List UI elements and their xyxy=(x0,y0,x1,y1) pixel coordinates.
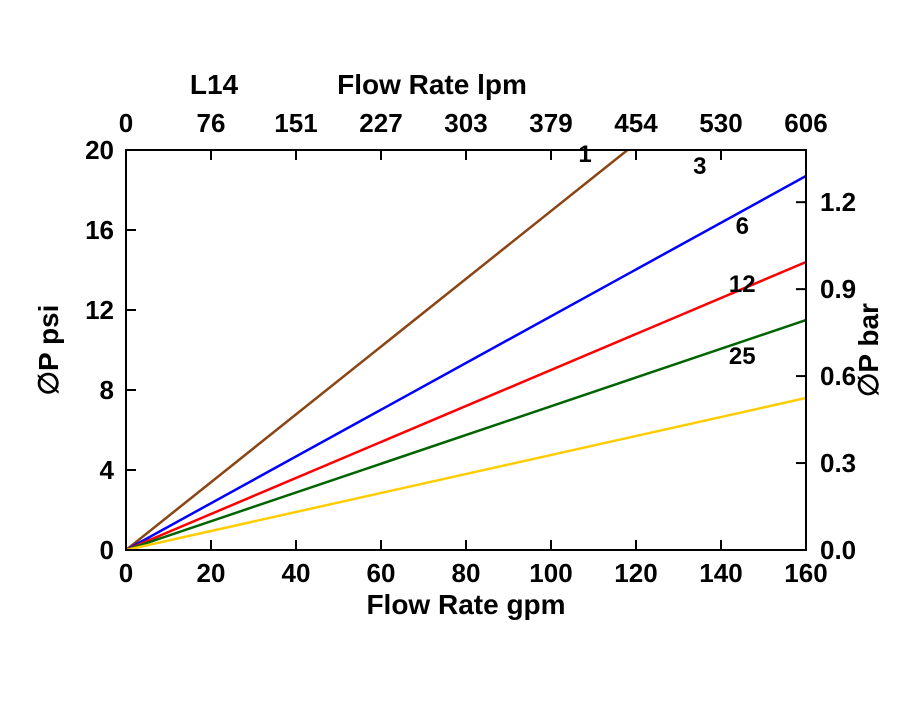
xtick-bottom-label: 40 xyxy=(282,558,311,588)
xtick-top-label: 76 xyxy=(197,108,226,138)
y-axis-right-title: ∅P bar xyxy=(853,303,884,397)
xtick-bottom-label: 120 xyxy=(614,558,657,588)
x-axis-top-title: Flow Rate lpm xyxy=(337,69,527,100)
ytick-right-label: 0.0 xyxy=(820,535,856,565)
ytick-right-label: 0.3 xyxy=(820,448,856,478)
xtick-top-label: 303 xyxy=(444,108,487,138)
series-label-1: 1 xyxy=(578,141,591,168)
ytick-left-label: 16 xyxy=(85,215,114,245)
model-label: L14 xyxy=(190,69,239,100)
ytick-left-label: 20 xyxy=(85,135,114,165)
y-axis-left-title: ∅P psi xyxy=(33,305,64,396)
xtick-top-label: 227 xyxy=(359,108,402,138)
xtick-top-label: 606 xyxy=(784,108,827,138)
xtick-top-label: 454 xyxy=(614,108,658,138)
series-label-3: 3 xyxy=(693,153,706,180)
xtick-bottom-label: 80 xyxy=(452,558,481,588)
xtick-top-label: 379 xyxy=(529,108,572,138)
series-label-6: 6 xyxy=(736,213,749,240)
xtick-top-label: 0 xyxy=(119,108,133,138)
xtick-bottom-label: 0 xyxy=(119,558,133,588)
ytick-left-label: 0 xyxy=(100,535,114,565)
xtick-top-label: 151 xyxy=(274,108,317,138)
ytick-left-label: 4 xyxy=(100,455,115,485)
xtick-bottom-label: 20 xyxy=(197,558,226,588)
ytick-right-label: 0.6 xyxy=(820,361,856,391)
plot-area xyxy=(126,150,806,550)
xtick-bottom-label: 60 xyxy=(367,558,396,588)
ytick-left-label: 12 xyxy=(85,295,114,325)
xtick-bottom-label: 140 xyxy=(699,558,742,588)
xtick-top-label: 530 xyxy=(699,108,742,138)
pressure-flow-chart: 020406080100120140160Flow Rate gpm076151… xyxy=(0,0,908,702)
ytick-right-label: 1.2 xyxy=(820,187,856,217)
x-axis-bottom-title: Flow Rate gpm xyxy=(366,589,565,620)
xtick-bottom-label: 100 xyxy=(529,558,572,588)
series-label-25: 25 xyxy=(729,343,756,370)
ytick-left-label: 8 xyxy=(100,375,114,405)
series-label-12: 12 xyxy=(729,271,756,298)
ytick-right-label: 0.9 xyxy=(820,274,856,304)
